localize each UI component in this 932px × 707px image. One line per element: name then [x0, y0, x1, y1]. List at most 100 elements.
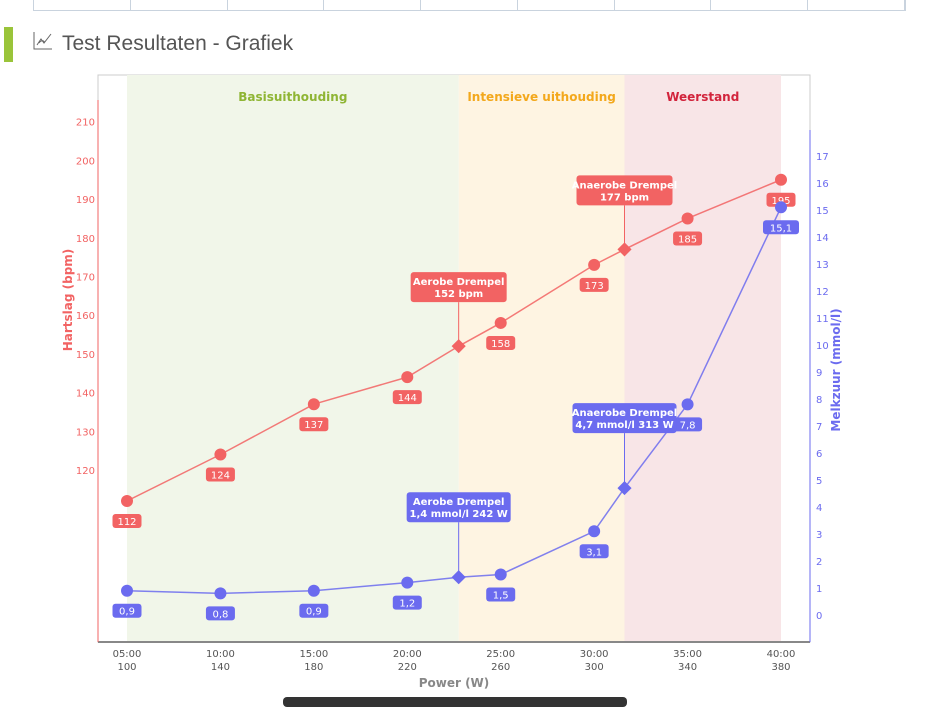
- data-label-bg: [766, 192, 796, 207]
- right-tick-label: 11: [816, 314, 829, 325]
- annotation-box: [572, 403, 677, 434]
- x-tick-power: 100: [117, 662, 136, 673]
- data-label-bg: [205, 606, 235, 621]
- right-tick-label: 13: [816, 260, 829, 271]
- annotation-title: Anaerobe Drempel: [572, 180, 677, 191]
- annotation-title: Aerobe Drempel: [413, 497, 505, 508]
- x-axis-title: Power (W): [419, 676, 490, 690]
- zone-label: Weerstand: [666, 90, 739, 104]
- right-tick-label: 9: [816, 368, 822, 379]
- data-label-bg: [486, 587, 516, 602]
- data-point: [307, 584, 320, 597]
- x-tick-power: 340: [678, 662, 697, 673]
- annotation-value: 1,4 mmol/l 242 W: [410, 509, 508, 520]
- data-label-bg: [205, 467, 235, 482]
- data-point: [214, 448, 227, 461]
- series-line-melkzuur: [126, 206, 782, 595]
- annotation-box: [410, 272, 507, 303]
- x-tick-power: 260: [491, 662, 510, 673]
- left-tick-label: 210: [76, 118, 95, 129]
- data-label: 173: [585, 281, 604, 292]
- left-tick-label: 200: [76, 156, 95, 167]
- left-tick-label: 190: [76, 195, 95, 206]
- data-label: 112: [117, 517, 136, 528]
- left-axis-title: Hartslag (bpm): [61, 249, 75, 352]
- data-label-bg: [392, 595, 422, 610]
- right-tick-label: 15: [816, 206, 829, 217]
- left-tick-label: 160: [76, 311, 95, 322]
- right-axis-title: Melkzuur (mmol/l): [829, 308, 843, 431]
- data-label-bg: [763, 220, 799, 235]
- zone-band: [127, 75, 459, 642]
- x-tick-time: 15:00: [299, 649, 328, 660]
- data-point: [494, 568, 507, 581]
- section-title: Test Resultaten - Grafiek: [32, 31, 293, 57]
- data-label-bg: [673, 231, 703, 246]
- right-tick-label: 6: [816, 449, 822, 460]
- annotation-box: [576, 175, 673, 206]
- data-label-bg: [579, 277, 609, 292]
- x-tick-power: 380: [771, 662, 790, 673]
- x-tick-time: 20:00: [393, 649, 422, 660]
- data-label: 144: [398, 393, 417, 404]
- data-label-bg: [112, 513, 142, 528]
- data-label: 0,9: [306, 607, 322, 618]
- data-point: [121, 494, 133, 507]
- annotation-value: 4,7 mmol/l 313 W: [575, 420, 673, 431]
- x-tick-time: 05:00: [113, 649, 142, 660]
- threshold-marker: [451, 570, 466, 585]
- data-point: [588, 525, 601, 538]
- data-label: 0,8: [212, 609, 228, 620]
- bottom-toolbar: [283, 697, 627, 707]
- data-label-bg: [299, 603, 329, 618]
- data-label-bg: [579, 544, 609, 559]
- data-point: [494, 316, 507, 329]
- x-tick-time: 30:00: [580, 649, 609, 660]
- annotation-box: [406, 492, 511, 523]
- data-label: 7,8: [680, 420, 696, 431]
- right-tick-label: 12: [816, 287, 829, 298]
- threshold-marker: [617, 481, 632, 496]
- data-label: 158: [491, 339, 510, 350]
- left-tick-label: 140: [76, 389, 95, 400]
- right-tick-label: 5: [816, 476, 822, 487]
- x-tick-time: 35:00: [673, 649, 702, 660]
- data-label: 195: [771, 196, 790, 207]
- left-tick-label: 180: [76, 234, 95, 245]
- threshold-marker: [617, 242, 632, 257]
- section-accent-bar: [4, 27, 13, 62]
- right-tick-label: 1: [816, 584, 822, 595]
- right-tick-label: 0: [816, 611, 822, 622]
- annotation-value: 177 bpm: [600, 192, 649, 203]
- results-table-bottom: [33, 0, 906, 11]
- data-label-bg: [486, 335, 516, 350]
- data-label-bg: [299, 417, 329, 432]
- zone-label: Intensieve uithouding: [467, 90, 616, 104]
- zone-label: Basisuithouding: [238, 90, 347, 104]
- x-tick-time: 25:00: [486, 649, 515, 660]
- zone-band: [624, 75, 781, 642]
- data-label-bg: [112, 603, 142, 618]
- x-tick-power: 140: [211, 662, 230, 673]
- data-point: [775, 173, 787, 186]
- data-label: 185: [678, 234, 697, 245]
- left-tick-label: 130: [76, 427, 95, 438]
- threshold-marker: [451, 339, 466, 354]
- x-tick-time: 40:00: [767, 649, 796, 660]
- right-tick-label: 2: [816, 557, 822, 568]
- right-tick-label: 3: [816, 530, 822, 541]
- right-tick-label: 17: [816, 152, 829, 163]
- series-line-hartslag: [126, 179, 782, 502]
- right-tick-label: 4: [816, 503, 822, 514]
- section-title-text: Test Resultaten - Grafiek: [62, 32, 294, 55]
- data-label: 0,9: [119, 607, 135, 618]
- left-tick-label: 120: [76, 466, 95, 477]
- right-tick-label: 8: [816, 395, 822, 406]
- x-tick-power: 300: [585, 662, 604, 673]
- x-tick-power: 180: [304, 662, 323, 673]
- data-label: 1,5: [493, 591, 509, 602]
- data-label: 1,2: [399, 599, 415, 610]
- data-label: 124: [211, 471, 230, 482]
- data-label-bg: [392, 390, 422, 405]
- right-tick-label: 16: [816, 179, 829, 190]
